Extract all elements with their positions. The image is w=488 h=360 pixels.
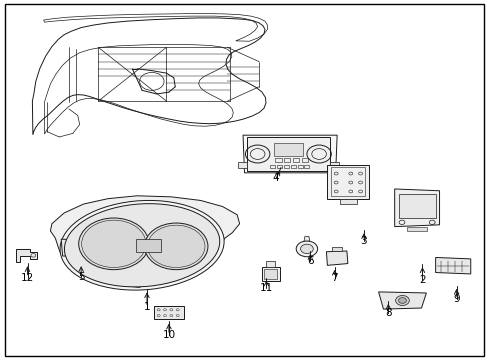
Text: 10: 10: [162, 330, 175, 340]
Text: 11: 11: [259, 283, 272, 293]
Circle shape: [72, 244, 82, 252]
Bar: [327, 165, 368, 199]
Bar: [301, 158, 307, 162]
Ellipse shape: [64, 204, 219, 287]
Polygon shape: [266, 261, 275, 267]
Text: 9: 9: [452, 294, 459, 304]
Bar: [136, 239, 160, 252]
Text: 2: 2: [418, 275, 425, 285]
Bar: [275, 158, 281, 162]
Text: 1: 1: [143, 302, 150, 312]
Text: 8: 8: [384, 308, 391, 318]
Ellipse shape: [60, 201, 224, 290]
Bar: [284, 165, 288, 168]
Polygon shape: [394, 189, 439, 226]
Bar: [154, 306, 183, 319]
Polygon shape: [32, 18, 265, 135]
Polygon shape: [238, 162, 246, 168]
Ellipse shape: [147, 225, 204, 267]
Bar: [277, 165, 282, 168]
Bar: [284, 158, 290, 162]
Polygon shape: [61, 239, 89, 256]
Bar: [273, 143, 303, 156]
Bar: [292, 158, 299, 162]
Polygon shape: [304, 236, 309, 241]
Text: 6: 6: [306, 256, 313, 266]
Polygon shape: [435, 257, 470, 274]
Bar: [264, 269, 277, 279]
Ellipse shape: [79, 218, 149, 270]
Text: 7: 7: [331, 273, 337, 283]
Bar: [297, 165, 302, 168]
Polygon shape: [378, 292, 426, 309]
Circle shape: [296, 241, 317, 257]
Ellipse shape: [144, 223, 207, 270]
Bar: [406, 226, 427, 231]
Circle shape: [300, 244, 313, 253]
Polygon shape: [243, 135, 336, 173]
Ellipse shape: [81, 220, 146, 267]
Text: 3: 3: [360, 236, 366, 246]
Bar: [261, 267, 280, 281]
Polygon shape: [326, 251, 347, 265]
Circle shape: [68, 242, 86, 255]
Polygon shape: [125, 278, 144, 288]
Text: 4: 4: [272, 173, 279, 183]
Circle shape: [395, 296, 408, 306]
Circle shape: [398, 298, 406, 303]
Bar: [270, 165, 275, 168]
Polygon shape: [50, 196, 239, 252]
Bar: [330, 167, 364, 196]
Bar: [398, 194, 435, 218]
Polygon shape: [329, 162, 338, 168]
Polygon shape: [331, 247, 341, 251]
Bar: [290, 165, 295, 168]
Polygon shape: [16, 249, 37, 262]
Bar: [246, 137, 329, 171]
Text: 12: 12: [21, 273, 34, 283]
Text: 5: 5: [78, 272, 84, 282]
Bar: [304, 165, 309, 168]
Polygon shape: [339, 199, 356, 204]
